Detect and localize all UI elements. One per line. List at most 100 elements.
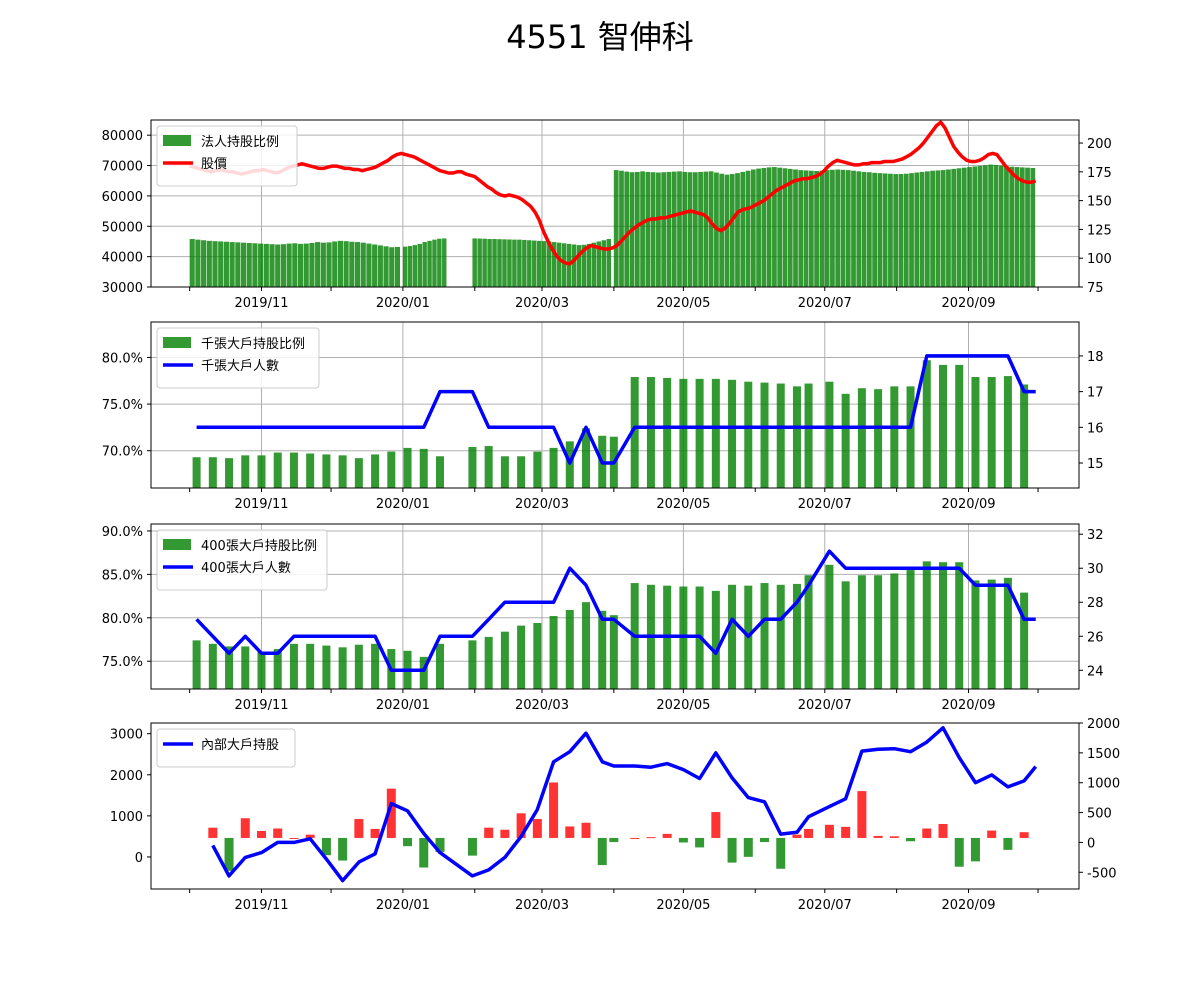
y-tick-label-left: 1000 (110, 810, 143, 825)
bar (776, 584, 785, 689)
y-tick-label-left: 40000 (102, 251, 143, 266)
x-tick-label: 2019/11 (234, 296, 288, 311)
bar (343, 241, 349, 287)
x-tick-label: 2020/05 (656, 898, 710, 913)
bar (432, 239, 437, 287)
bar (258, 243, 264, 287)
bar (819, 170, 825, 287)
bar (208, 827, 218, 838)
bar (760, 583, 769, 689)
bar (1019, 832, 1029, 838)
bar (315, 242, 321, 287)
bar (218, 241, 224, 287)
bar (582, 428, 591, 488)
y-tick-label-left: 80.0% (102, 612, 143, 627)
bar (206, 240, 212, 287)
bar (556, 242, 562, 287)
bar (546, 241, 552, 287)
bar (273, 649, 282, 689)
bar (804, 828, 814, 838)
bar (223, 241, 229, 287)
bar (500, 829, 510, 838)
bar (389, 247, 395, 287)
bar (671, 171, 677, 287)
bar (841, 581, 850, 689)
y-tick-label-left: 75.0% (102, 398, 143, 413)
bar (977, 165, 983, 287)
bar (269, 244, 275, 287)
legend-label: 400張大戶持股比例 (201, 539, 317, 554)
bar (366, 243, 372, 287)
y-tick-label-right: 100 (1087, 252, 1112, 267)
bar (661, 172, 667, 287)
bar (360, 242, 366, 287)
y-tick-label-right: 28 (1087, 596, 1104, 611)
bar (756, 168, 761, 287)
legend-label: 400張大戶人數 (201, 561, 291, 576)
bar (412, 245, 418, 287)
x-tick-label: 2019/11 (234, 698, 288, 713)
y-tick-label-left: 30000 (102, 281, 143, 296)
bar (619, 170, 624, 287)
bar (337, 240, 344, 287)
bar (766, 167, 772, 287)
bar (729, 174, 735, 287)
x-tick-label: 2020/01 (376, 898, 430, 913)
bar (273, 828, 283, 838)
bar (273, 452, 282, 488)
bar (576, 245, 582, 287)
bar (549, 616, 558, 689)
bar (512, 239, 517, 287)
bar (402, 246, 408, 287)
bar (252, 243, 258, 287)
bar (297, 243, 304, 287)
bar (924, 171, 930, 287)
legend-box (156, 529, 328, 591)
bar (888, 173, 893, 287)
legend-label: 千張大戶人數 (201, 359, 279, 374)
y-tick-label-right: 175 (1087, 166, 1112, 181)
bar (609, 615, 618, 689)
bar (922, 828, 932, 838)
bar (387, 451, 396, 488)
bar (840, 169, 846, 287)
bar (289, 643, 298, 689)
y-tick-label-left: 75.0% (102, 655, 143, 670)
bar (257, 651, 266, 689)
bar (988, 164, 994, 287)
legend-label: 內部大戶持股 (201, 738, 279, 753)
bar (606, 239, 612, 287)
y-tick-label-right: 32 (1087, 528, 1104, 543)
bar (549, 782, 559, 838)
x-tick-label: 2020/03 (515, 698, 569, 713)
bar (750, 169, 756, 287)
bar (427, 240, 432, 287)
x-tick-label: 2019/11 (234, 497, 288, 512)
bar (292, 243, 298, 287)
bar (744, 381, 753, 488)
bar (1020, 592, 1029, 689)
bar (814, 171, 819, 287)
bar (906, 837, 916, 842)
bar (338, 455, 347, 488)
axes-frame (150, 722, 1080, 890)
bar (695, 378, 704, 488)
bar (437, 238, 442, 287)
bar (682, 171, 688, 287)
bar (527, 240, 532, 287)
bar (711, 812, 721, 838)
bar (322, 454, 331, 488)
bar (972, 166, 978, 287)
bar (703, 171, 709, 287)
bar (804, 575, 813, 689)
bar (533, 451, 542, 488)
bar (1025, 167, 1030, 287)
bar (930, 170, 935, 287)
bar (804, 383, 813, 488)
bar (212, 241, 218, 287)
bar (303, 243, 309, 287)
bar (386, 788, 396, 838)
bar (372, 244, 378, 287)
bar (419, 837, 429, 868)
bar (745, 170, 751, 287)
